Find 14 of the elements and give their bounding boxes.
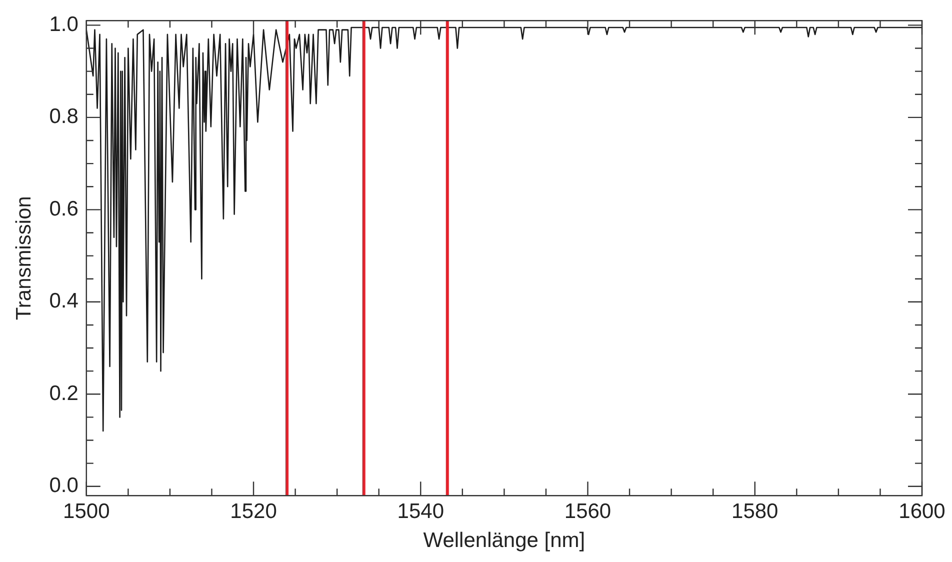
y-tick-label: 0.2 (49, 382, 78, 405)
x-tick-label: 1600 (898, 500, 946, 523)
y-axis-title: Transmission (12, 196, 36, 320)
y-tick-label: 0.6 (49, 197, 78, 220)
y-tick-label: 0.8 (49, 105, 78, 128)
x-tick-label: 1500 (63, 500, 110, 523)
x-tick-label: 1540 (397, 500, 444, 523)
y-tick-label: 0.4 (49, 290, 79, 313)
x-axis-title: Wellenlänge [nm] (423, 529, 586, 552)
y-tick-label: 1.0 (49, 13, 78, 36)
x-tick-label: 1580 (732, 500, 778, 523)
x-tick-label: 1560 (564, 500, 612, 523)
x-tick-label: 1520 (230, 500, 277, 523)
y-tick-label: 0.0 (49, 474, 78, 498)
